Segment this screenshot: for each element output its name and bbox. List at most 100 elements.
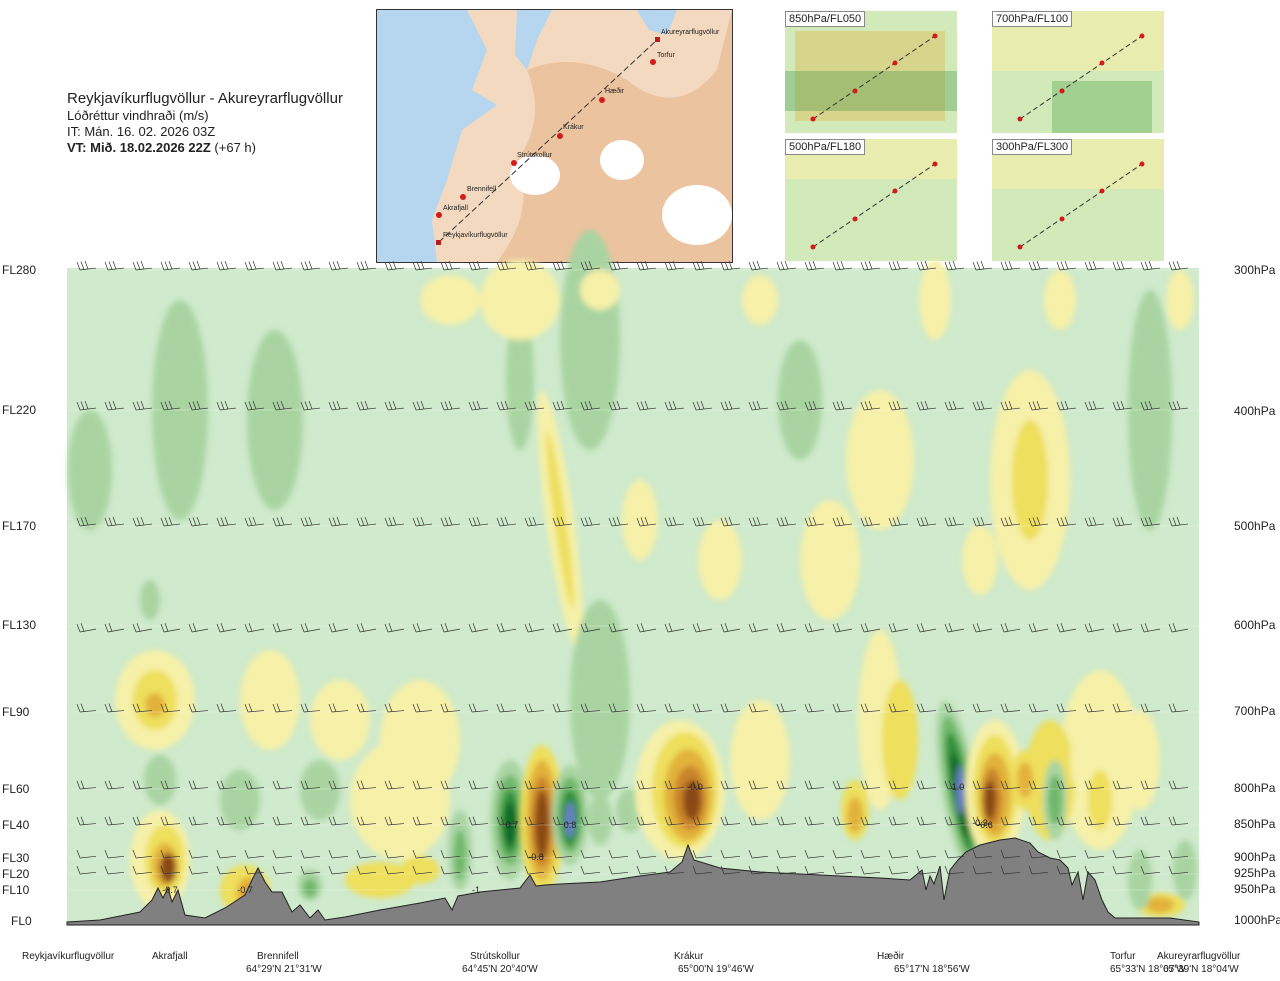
wind-barb — [300, 703, 321, 713]
wind-barb — [580, 703, 601, 713]
wind-barb — [524, 400, 545, 411]
wind-barb — [832, 703, 853, 713]
wind-barb — [552, 865, 573, 875]
waypoint-coord: 65°00'N 19°46'W — [678, 964, 754, 975]
velocity-blob — [506, 310, 534, 450]
wind-barb — [300, 260, 321, 271]
wind-barb — [104, 865, 125, 875]
wind-barb — [636, 400, 657, 411]
wind-barb — [188, 703, 209, 713]
wind-barb — [916, 516, 937, 527]
wind-barb — [692, 849, 713, 859]
velocity-blob — [565, 802, 575, 838]
wind-barb — [244, 703, 265, 713]
map-label-akureyri: Akureyrarflugvöllur — [661, 29, 720, 36]
wind-barb — [860, 816, 881, 826]
wind-barb — [636, 260, 657, 271]
velocity-blob — [140, 580, 160, 620]
wind-barb — [916, 816, 937, 826]
wind-barb — [160, 703, 181, 713]
wind-barb — [1140, 703, 1161, 713]
velocity-blob — [350, 740, 450, 860]
wind-barb — [636, 816, 657, 826]
wind-barb — [440, 623, 461, 633]
velocity-blob — [580, 270, 620, 310]
wind-barb — [132, 260, 153, 271]
wind-barb — [692, 865, 713, 875]
wind-barb — [300, 400, 321, 411]
wind-barb — [1000, 260, 1021, 271]
wind-barb — [1028, 865, 1049, 875]
pressure-label: 950hPa — [1234, 882, 1276, 896]
wind-barb — [440, 400, 461, 411]
wind-barb — [804, 703, 825, 713]
wind-barb — [608, 849, 629, 859]
contour-label: -0.7 — [162, 885, 178, 895]
wind-barb — [748, 865, 769, 875]
wind-barb — [356, 260, 377, 271]
wind-barb — [104, 703, 125, 713]
map-label-brennifell: Brennifell — [467, 186, 497, 193]
wind-barb — [1112, 780, 1133, 790]
minimap-500: 500hPa/FL180 — [785, 139, 957, 261]
wind-barb — [888, 849, 909, 859]
minimap-700: 700hPa/FL100 — [992, 11, 1164, 133]
wind-barb — [160, 865, 181, 875]
velocity-blob — [1070, 730, 1090, 790]
wind-barb — [860, 516, 881, 527]
wind-barb — [1028, 816, 1049, 826]
pressure-label: 500hPa — [1234, 519, 1276, 533]
wind-barb — [468, 816, 489, 826]
wind-barb — [244, 516, 265, 527]
wind-barb — [776, 849, 797, 859]
wind-barb — [272, 849, 293, 859]
velocity-blob — [683, 780, 701, 820]
wind-barb — [496, 260, 517, 271]
wind-barb — [860, 400, 881, 411]
minimap-300: 300hPa/FL300 — [992, 139, 1164, 261]
wind-barb — [1140, 516, 1161, 527]
wind-barb — [412, 260, 433, 271]
wind-barb — [244, 849, 265, 859]
velocity-blob — [546, 430, 574, 610]
velocity-blob — [1060, 670, 1140, 850]
wind-barb — [328, 865, 349, 875]
wind-barb — [384, 849, 405, 859]
wind-barb — [160, 400, 181, 411]
wind-barb — [804, 780, 825, 790]
wind-barb — [440, 865, 461, 875]
wind-barb — [664, 780, 685, 790]
wind-barb — [76, 400, 97, 411]
wind-barb — [440, 260, 461, 271]
wind-barb — [636, 865, 657, 875]
wind-barb — [272, 260, 293, 271]
wind-barb — [216, 849, 237, 859]
wind-barb — [104, 816, 125, 826]
wind-barb — [132, 623, 153, 633]
waypoint-name: Torfur — [1110, 951, 1136, 962]
velocity-blob — [1173, 840, 1197, 900]
wind-barb — [496, 780, 517, 790]
wind-barb — [188, 623, 209, 633]
wind-barb — [524, 780, 545, 790]
wind-barb — [748, 623, 769, 633]
wind-barb — [300, 516, 321, 527]
wind-barb — [804, 400, 825, 411]
pressure-label: 700hPa — [1234, 704, 1276, 718]
wind-barb — [608, 516, 629, 527]
fl-label: FL280 — [2, 263, 37, 277]
wind-barb — [384, 816, 405, 826]
wind-barb — [188, 816, 209, 826]
waypoint-name: Reykjavíkurflugvöllur — [22, 951, 115, 962]
waypoint-coord: 65°33'N 18°07'W — [1110, 964, 1186, 975]
wind-barb — [384, 703, 405, 713]
wind-barb — [832, 849, 853, 859]
wind-barb — [76, 780, 97, 790]
wind-barb — [160, 849, 181, 859]
wind-barb — [916, 260, 937, 271]
wind-barb — [132, 865, 153, 875]
wind-barb — [916, 865, 937, 875]
wind-barb — [300, 623, 321, 633]
wind-barb — [1000, 816, 1021, 826]
wind-barb — [524, 623, 545, 633]
